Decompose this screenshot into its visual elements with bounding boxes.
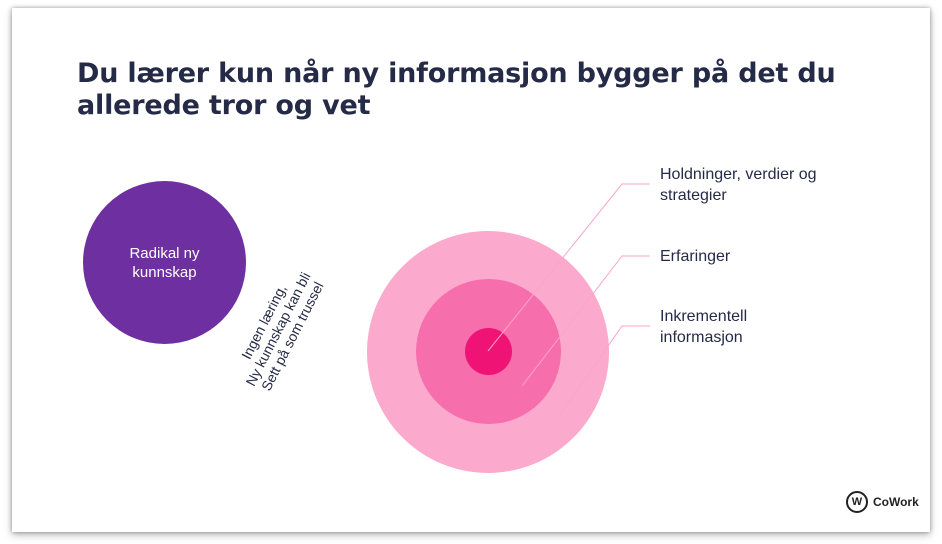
label-incremental-info: Inkrementell informasjon	[660, 308, 748, 346]
leader-line-outer	[557, 325, 650, 419]
radical-knowledge-label: Radikal ny kunnskap	[129, 244, 200, 281]
label-experiences: Erfaringer	[660, 248, 731, 265]
leader-line-middle	[521, 255, 650, 387]
slide-title: Du lærer kun når ny informasjon bygger p…	[77, 58, 836, 121]
cowork-logo-mark: W	[846, 491, 868, 513]
radical-knowledge-circle: Radikal ny kunnskap	[83, 181, 246, 344]
leader-line-core	[487, 183, 650, 352]
cowork-logo-text: CoWork	[873, 495, 919, 509]
label-core-values: Holdninger, verdier og strategier	[660, 166, 817, 204]
core-circle	[465, 328, 512, 375]
cowork-logo: W CoWork	[846, 491, 919, 513]
